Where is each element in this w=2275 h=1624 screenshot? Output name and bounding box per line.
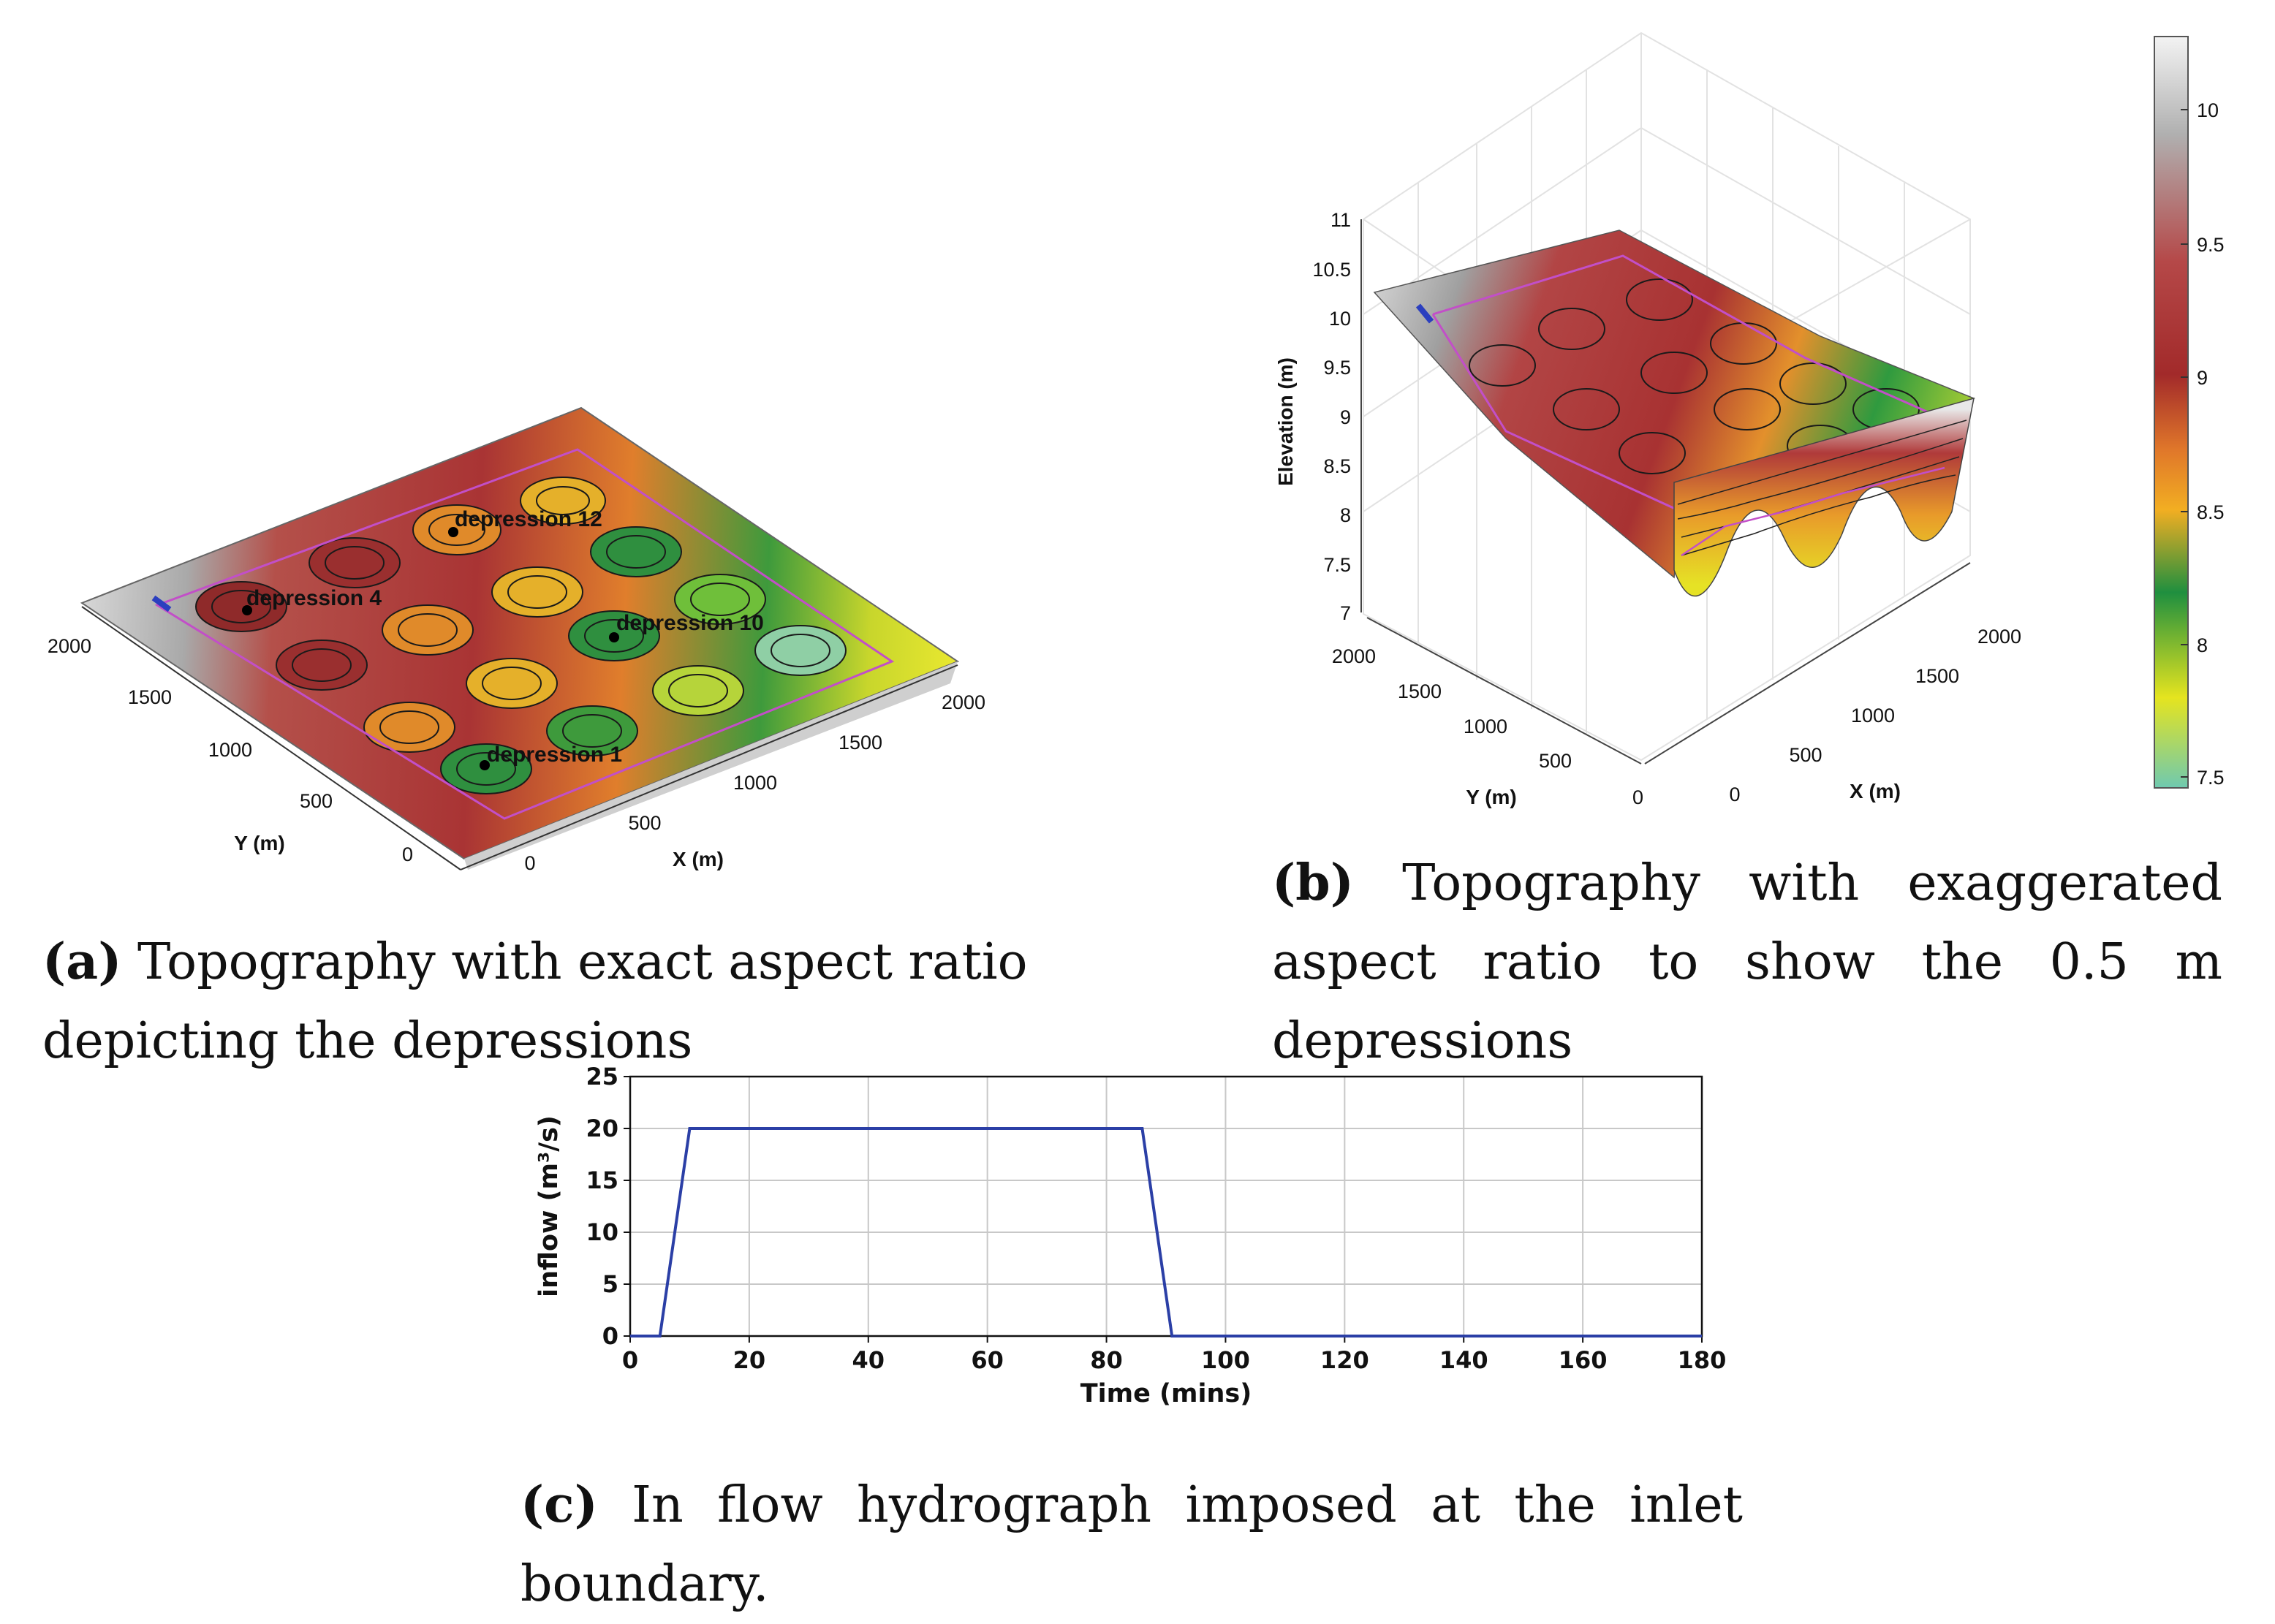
x-tick-label: 60: [971, 1346, 1004, 1374]
x-tick: 500: [628, 812, 661, 834]
x-tick-label: 20: [733, 1346, 766, 1374]
x-tick: 1500: [1915, 665, 1959, 687]
y-tick-label: 25: [586, 1063, 618, 1090]
x-axis-line: [460, 664, 958, 870]
caption-a-text: Topography with exact aspect ratio depic…: [42, 933, 1028, 1070]
y-tick: 2000: [48, 635, 91, 657]
z-tick: 11: [1330, 209, 1351, 231]
x-tick-label: 100: [1201, 1346, 1250, 1374]
z-tick: 10: [1329, 308, 1351, 330]
z-tick: 7.5: [1323, 554, 1351, 576]
colorbar-tick: 9.5: [2197, 234, 2225, 256]
caption-b-label: (b): [1272, 854, 1354, 912]
z-tick-labels: 11 10.5 10 9.5 9 8.5 8 7.5 7: [1312, 209, 1351, 624]
inlet-marker: [151, 595, 172, 612]
colorbar-tick: 7.5: [2197, 767, 2225, 789]
caption-c-label: (c): [521, 1476, 598, 1534]
y-tick-label: 0: [602, 1322, 618, 1350]
y-tick-labels: 0 500 1000 1500 2000: [48, 635, 413, 865]
x-tick-labels-3d: 0 500 1000 1500 2000: [1729, 626, 2021, 805]
y-tick-label: 20: [586, 1115, 618, 1142]
x-tick-label: 160: [1559, 1346, 1608, 1374]
panel-c-chart: 0 20 40 60 80 100 120 140 160 180 0 5 10 15 20 25 Time (…: [534, 1063, 1727, 1408]
colorbar-tick-labels: 10 9.5 9 8.5 8 7.5: [2197, 99, 2225, 789]
x-tick: 1000: [733, 772, 777, 794]
y-axis-label-3d: Y (m): [1466, 786, 1517, 808]
x-tick-label: 120: [1320, 1346, 1369, 1374]
colorbar-tick: 9: [2197, 367, 2208, 389]
colorbar-tick: 8: [2197, 634, 2208, 656]
x-axis-label: Time (mins): [1080, 1379, 1252, 1408]
depression-markers: depression 12 depression 4 depression 10…: [242, 507, 764, 770]
depression-label: depression 1: [487, 743, 622, 767]
panel-b-plot: 11 10.5 10 9.5 9 8.5 8 7.5 7 Elevation (…: [1274, 31, 2225, 808]
depression-contours: [195, 477, 847, 794]
x-tick: 1500: [839, 732, 882, 754]
inlet-marker-3d: [1415, 303, 1434, 324]
colorbar-tick: 10: [2197, 99, 2219, 121]
y-tick: 1500: [128, 686, 172, 708]
y-tick: 1500: [1398, 680, 1442, 702]
y-tick: 0: [402, 843, 413, 865]
y-tick: 500: [1539, 750, 1572, 772]
y-tick-labels-3d: 2000 1500 1000 500 0: [1332, 645, 1643, 808]
z-tick: 10.5: [1312, 259, 1351, 281]
caption-a: (a) Topography with exact aspect ratio d…: [42, 922, 1037, 1081]
x-tick: 2000: [1977, 626, 2021, 648]
terrain-cut-wall: [1673, 397, 1975, 597]
y-tick-label: 15: [586, 1166, 618, 1194]
y-tick-label: 10: [586, 1218, 618, 1246]
depression-label: depression 4: [246, 586, 382, 610]
y-tick-label: 5: [602, 1270, 618, 1298]
x-tick-label: 0: [622, 1346, 638, 1374]
panel-a-plot: 0 500 1000 1500 2000 Y (m) 0 500 1000 15…: [48, 406, 985, 874]
x-axis-label-3d: X (m): [1850, 780, 1901, 802]
z-tick: 8: [1340, 504, 1351, 526]
colorbar-tick: 8.5: [2197, 501, 2225, 523]
x-tick-label: 80: [1090, 1346, 1123, 1374]
x-tick-label: 180: [1678, 1346, 1727, 1374]
domain-boundary: [154, 448, 895, 820]
depression-label: depression 12: [455, 507, 602, 531]
y-tick: 500: [300, 790, 333, 812]
z-tick: 8.5: [1323, 455, 1351, 477]
y-axis-line-3d: [1366, 617, 1642, 764]
caption-c-text: In flow hydrograph imposed at the inlet …: [521, 1476, 1744, 1613]
caption-b: (b) Topography with exaggerated aspect r…: [1272, 843, 2222, 1081]
y-axis-label: Y (m): [234, 832, 285, 854]
y-tick: 1000: [1464, 716, 1507, 737]
x-tick: 1000: [1851, 705, 1895, 726]
x-tick-label: 140: [1439, 1346, 1488, 1374]
x-tick: 2000: [942, 691, 985, 713]
x-tick: 500: [1789, 744, 1822, 766]
x-tick-labels: 0 500 1000 1500 2000: [524, 691, 985, 874]
caption-a-label: (a): [42, 933, 122, 991]
colorbar: [2154, 36, 2189, 789]
x-axis-line-3d: [1644, 562, 1971, 764]
caption-b-text: Topography with exaggerated aspect ratio…: [1272, 854, 2222, 1070]
x-tick: 0: [1729, 783, 1740, 805]
y-tick: 0: [1632, 786, 1643, 808]
caption-c: (c) In flow hydrograph imposed at the in…: [521, 1465, 1743, 1624]
wall-boundary: [1681, 466, 1945, 557]
x-tick: 0: [524, 852, 535, 874]
x-axis-label: X (m): [673, 848, 724, 870]
y-axis-label: inflow (m³/s): [534, 1115, 564, 1297]
series-line: [630, 1127, 1702, 1337]
depression-label: depression 10: [616, 611, 764, 635]
z-axis-label: Elevation (m): [1274, 357, 1297, 486]
y-axis-line: [81, 606, 461, 870]
y-tick: 2000: [1332, 645, 1376, 667]
x-tick-label: 40: [852, 1346, 885, 1374]
z-tick: 7: [1340, 602, 1351, 624]
plot-frame: [629, 1075, 1703, 1337]
z-tick: 9: [1340, 406, 1351, 428]
colorbar-ticks: [2181, 109, 2188, 778]
z-tick: 9.5: [1323, 357, 1351, 379]
y-tick: 1000: [208, 739, 252, 761]
